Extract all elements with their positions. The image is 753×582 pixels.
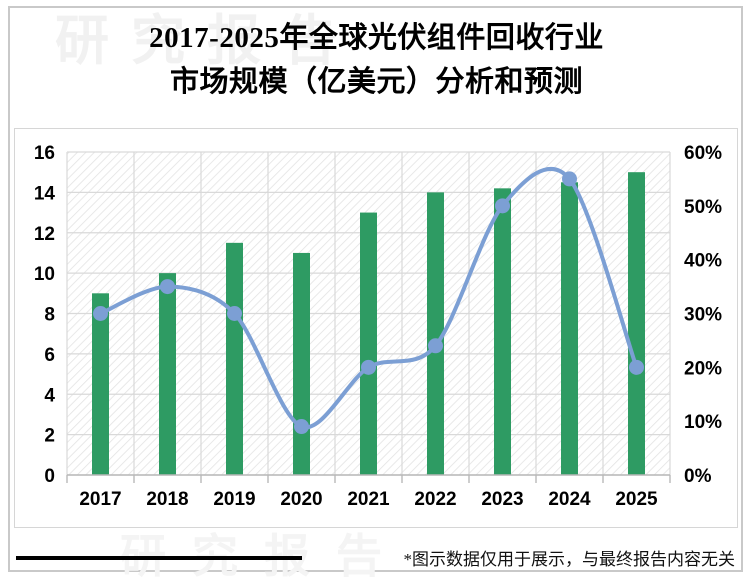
title-line-2: 市场规模（亿美元）分析和预测	[169, 66, 583, 98]
footnote-text: *图示数据仅用于展示，与最终报告内容无关	[403, 550, 736, 569]
page-frame	[8, 6, 743, 572]
title-line-1: 2017-2025年全球光伏组件回收行业	[149, 22, 604, 54]
page-title: 2017-2025年全球光伏组件回收行业 市场规模（亿美元）分析和预测	[0, 16, 753, 104]
watermark-top: 研究报告	[55, 11, 359, 66]
watermark-bottom: 研究报告	[120, 531, 408, 580]
chart-card	[14, 128, 738, 528]
footer-rule	[16, 556, 302, 560]
